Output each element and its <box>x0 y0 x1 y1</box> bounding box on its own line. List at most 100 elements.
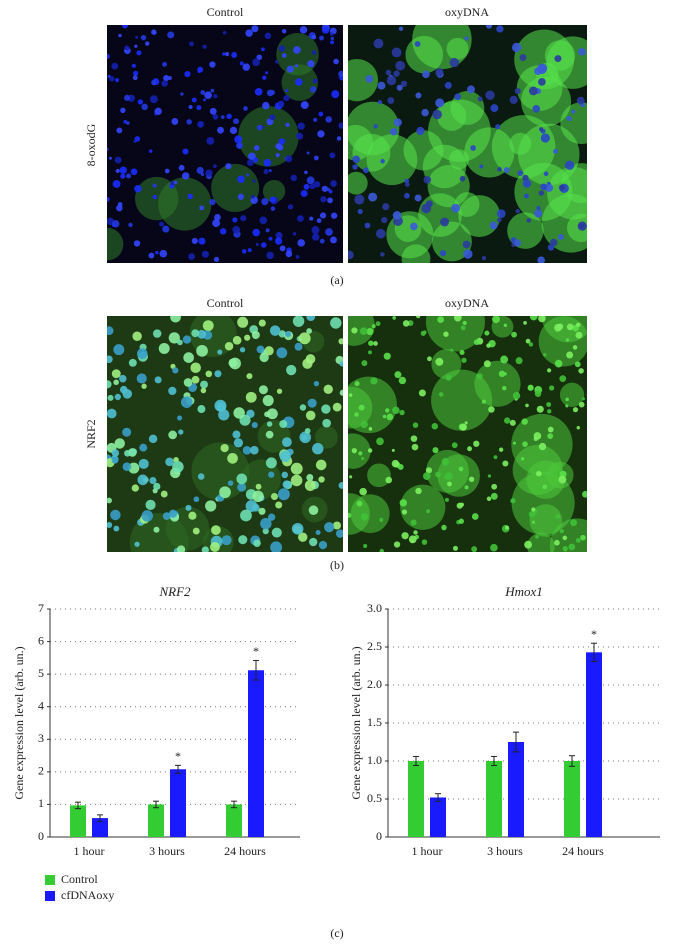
cell-nucleus <box>450 348 454 352</box>
cell-nucleus <box>190 362 201 374</box>
cell-nucleus <box>122 427 132 437</box>
cell-nucleus <box>290 174 297 182</box>
cell-nucleus <box>348 393 353 397</box>
cell-nucleus <box>515 357 523 365</box>
cell-nucleus <box>423 330 427 334</box>
cell-nucleus <box>265 457 277 469</box>
cell-nucleus <box>330 317 342 329</box>
cell-nucleus <box>572 345 578 350</box>
cell-nucleus <box>447 481 452 487</box>
cell-nucleus <box>354 412 359 417</box>
cell-nucleus <box>575 537 581 543</box>
cell-nucleus <box>279 450 291 462</box>
cell-nucleus <box>111 369 121 379</box>
cell-nucleus <box>385 69 392 76</box>
cell-nucleus <box>521 418 528 425</box>
cell-nucleus <box>312 78 318 84</box>
cell-nucleus <box>178 429 184 435</box>
cell-nucleus <box>582 490 587 498</box>
cell-nucleus <box>401 509 408 515</box>
cell-nucleus <box>209 61 216 68</box>
cell-nucleus <box>538 442 547 451</box>
cell-nucleus <box>120 173 126 179</box>
cell-nucleus <box>422 70 430 79</box>
cell-nucleus <box>486 343 491 348</box>
cell-nucleus <box>141 510 153 522</box>
cell-nucleus <box>262 101 270 110</box>
cell-nucleus <box>392 406 400 414</box>
cell-nucleus <box>315 529 321 536</box>
cell-nucleus <box>183 352 194 363</box>
cell-nucleus <box>111 456 119 464</box>
cell-blob <box>238 106 299 167</box>
y-tick-label: 3 <box>38 731 44 745</box>
cell-nucleus <box>268 236 273 241</box>
cell-nucleus <box>152 183 157 188</box>
cell-nucleus <box>422 472 431 480</box>
cell-nucleus <box>338 70 343 78</box>
cell-blob <box>367 463 391 488</box>
cell-nucleus <box>368 350 372 355</box>
cell-nucleus <box>262 395 274 407</box>
cell-nucleus <box>410 519 417 526</box>
cell-nucleus <box>444 475 449 480</box>
cell-nucleus <box>371 324 376 329</box>
cell-nucleus <box>363 167 369 174</box>
cell-nucleus <box>109 76 115 82</box>
cell-nucleus <box>304 170 308 175</box>
cell-nucleus <box>558 184 566 191</box>
cell-nucleus <box>553 148 559 154</box>
cell-nucleus <box>491 483 498 490</box>
cell-nucleus <box>137 99 144 105</box>
bar <box>92 818 108 837</box>
cell-nucleus <box>226 113 232 120</box>
cell-nucleus <box>354 381 360 387</box>
cell-nucleus <box>253 157 259 163</box>
cell-nucleus <box>364 222 371 229</box>
cell-nucleus <box>186 119 192 125</box>
cell-nucleus <box>314 156 318 160</box>
cell-nucleus <box>514 239 522 247</box>
cell-nucleus <box>243 106 248 111</box>
cell-nucleus <box>498 447 504 452</box>
cell-nucleus <box>331 90 340 99</box>
cell-nucleus <box>300 189 308 197</box>
cell-nucleus <box>282 480 291 489</box>
cell-nucleus <box>107 53 110 59</box>
cell-nucleus <box>352 155 361 164</box>
cell-nucleus <box>168 332 180 344</box>
cell-nucleus <box>245 29 253 37</box>
cell-nucleus <box>451 203 461 213</box>
cell-nucleus <box>213 256 220 263</box>
cell-nucleus <box>493 455 498 460</box>
cell-nucleus <box>387 97 395 104</box>
cell-nucleus <box>471 546 478 552</box>
cell-nucleus <box>542 484 548 490</box>
cell-nucleus <box>464 421 468 425</box>
cell-nucleus <box>361 456 365 461</box>
cell-nucleus <box>136 348 148 359</box>
cell-nucleus <box>262 75 267 80</box>
cell-nucleus <box>114 393 121 401</box>
cell-nucleus <box>275 143 282 150</box>
cell-nucleus <box>391 448 395 452</box>
cell-nucleus <box>134 136 141 142</box>
cell-blob <box>211 163 260 212</box>
cell-blob <box>386 211 434 259</box>
cell-nucleus <box>220 115 225 120</box>
cell-nucleus <box>427 356 432 362</box>
cell-nucleus <box>548 385 555 391</box>
cell-nucleus <box>224 342 234 351</box>
cell-nucleus <box>107 497 112 504</box>
cell-nucleus <box>525 338 531 344</box>
cell-nucleus <box>128 358 137 367</box>
cell-nucleus <box>290 474 303 487</box>
cell-nucleus <box>306 151 310 155</box>
cell-nucleus <box>297 239 305 247</box>
x-tick-label: 3 hours <box>149 844 185 858</box>
cell-nucleus <box>318 476 325 483</box>
cell-nucleus <box>244 334 251 341</box>
cell-nucleus <box>276 388 283 394</box>
cell-nucleus <box>140 34 147 41</box>
x-tick-label: 24 hours <box>562 844 604 858</box>
